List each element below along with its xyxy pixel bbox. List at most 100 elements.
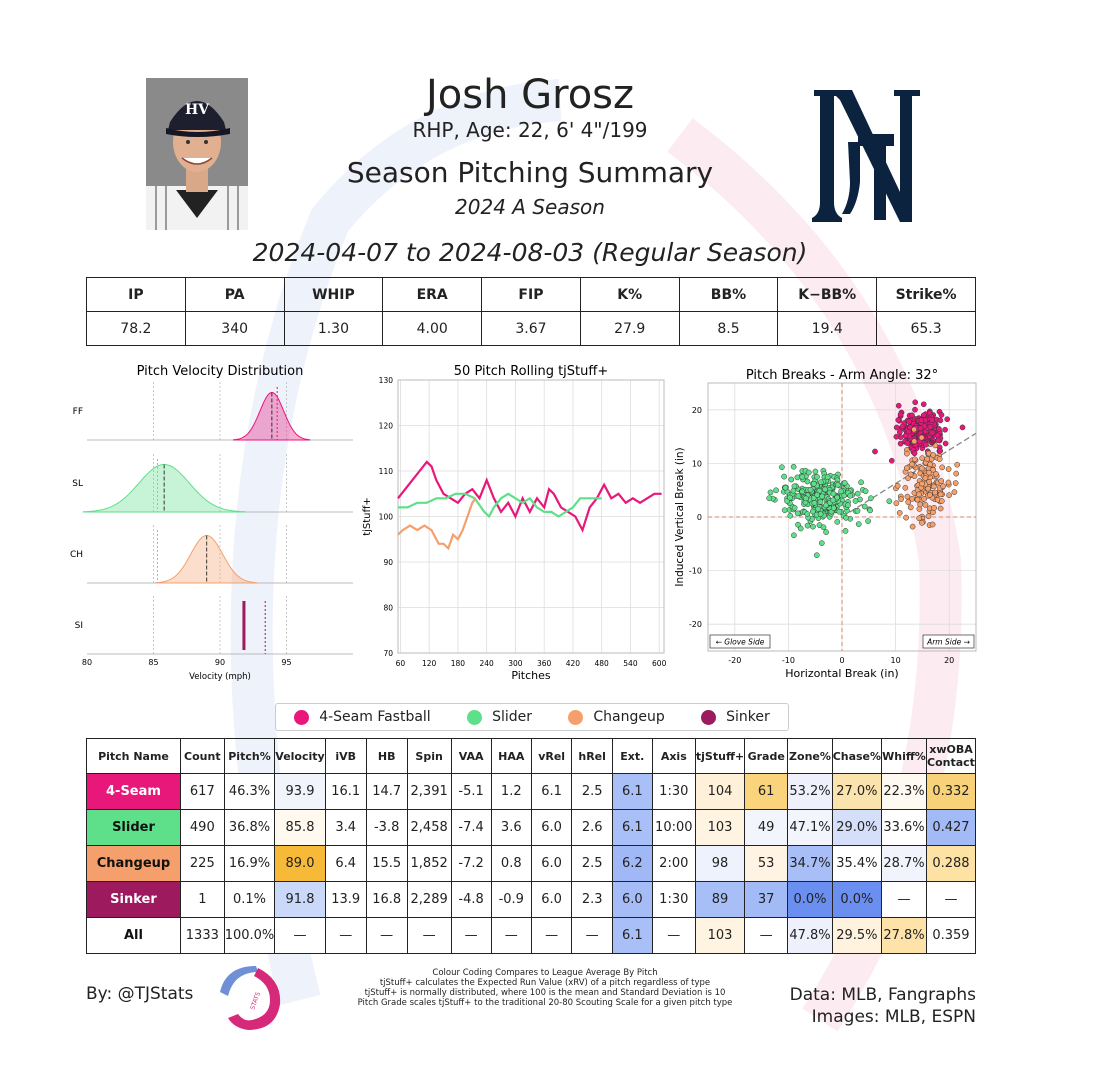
break-xtick-label: -20 <box>728 656 741 665</box>
break-point <box>813 552 820 559</box>
break-ytick-label: 20 <box>692 406 702 415</box>
break-point <box>787 494 794 501</box>
pitch-metric-cell: 103 <box>694 809 746 846</box>
date-range: 2024-04-07 to 2024-08-03 (Regular Season… <box>252 238 808 267</box>
break-point <box>925 513 932 520</box>
break-point <box>918 465 925 472</box>
break-point <box>893 424 900 431</box>
pitch-table-header: Pitch% <box>223 738 276 774</box>
roll-chart-title: 50 Pitch Rolling tjStuff+ <box>454 364 608 379</box>
pitch-table-header: Grade <box>744 738 789 774</box>
footer-note: tjStuff+ calculates the Expected Run Val… <box>379 978 711 988</box>
pitch-metric-cell: 103 <box>694 917 746 954</box>
tjstats-logo: STATS <box>216 966 281 1030</box>
pitch-metric-cell: 104 <box>694 773 746 810</box>
break-point <box>911 456 918 463</box>
break-point <box>902 432 909 439</box>
pitch-metric-cell: 34.7% <box>787 845 833 882</box>
pitch-metric-cell: -4.8 <box>450 881 492 918</box>
pitch-metric-cell: 16.9% <box>223 845 276 882</box>
legend-marker <box>294 709 310 725</box>
team-logo <box>812 90 920 222</box>
break-point <box>790 487 797 494</box>
velo-row-FF: FF <box>73 382 353 441</box>
break-point <box>925 485 931 492</box>
velo-row-label: FF <box>73 407 83 417</box>
pitch-metric-cell: — <box>744 917 789 954</box>
pitch-metric-cell: 13.9 <box>324 881 367 918</box>
pitch-metric-cell: 0.359 <box>925 917 977 954</box>
break-point <box>953 470 960 477</box>
stats-header: ERA <box>382 277 483 312</box>
pitch-metric-cell: 617 <box>179 773 225 810</box>
break-point <box>935 437 942 444</box>
break-point <box>868 495 874 502</box>
roll-ylabel: tjStuff+ <box>362 497 373 536</box>
break-point <box>899 423 906 430</box>
break-point <box>841 480 848 486</box>
break-point <box>852 498 859 504</box>
roll-xtick-label: 480 <box>595 659 610 668</box>
roll-ytick-label: 120 <box>379 422 394 431</box>
pitch-metric-cell: 61 <box>744 773 789 810</box>
break-point <box>936 456 943 462</box>
pitch-metric-cell: — <box>450 917 492 954</box>
break-point <box>945 479 952 486</box>
break-point <box>810 523 816 530</box>
roll-ytick-label: 70 <box>383 649 393 658</box>
break-point <box>907 471 914 478</box>
break-point <box>781 473 787 480</box>
break-point <box>858 479 864 486</box>
break-point <box>893 500 900 507</box>
break-point <box>942 426 948 433</box>
break-ytick-label: 0 <box>697 513 702 522</box>
legend-label: 4-Seam Fastball <box>319 709 431 725</box>
pitch-metric-cell: 3.4 <box>324 809 367 846</box>
pitch-metric-cell: — <box>925 881 977 918</box>
velo-density-FF <box>233 391 311 441</box>
legend-label: Changeup <box>593 709 665 725</box>
stats-header: PA <box>184 277 285 312</box>
break-point <box>923 441 929 448</box>
pitch-metric-cell: 2,458 <box>406 809 452 846</box>
pitch-table-header: HAA <box>490 738 532 774</box>
pitch-table-header: hRel <box>571 738 613 774</box>
legend-marker <box>568 709 584 725</box>
break-point <box>822 486 828 493</box>
pitch-name-cell: All <box>86 917 181 954</box>
break-point <box>929 417 935 423</box>
pitch-metric-cell: 2:00 <box>651 845 696 882</box>
break-point <box>914 496 921 503</box>
break-point <box>823 529 829 535</box>
stats-value: 8.5 <box>678 311 779 346</box>
pitch-metric-cell: 0.0% <box>787 881 833 918</box>
pitch-row-SL: Slider 490 36.8% 85.8 3.4 -3.8 2,458 -7.4 3.6 6.0… <box>86 809 977 846</box>
velo-chart-title: Pitch Velocity Distribution <box>137 364 304 379</box>
break-point <box>938 478 945 484</box>
byline: By: @TJStats <box>86 984 194 1004</box>
pitch-metric-cell: 98 <box>694 845 746 882</box>
legend-item-CH: Changeup <box>568 709 665 725</box>
break-point <box>766 495 773 502</box>
stats-header: IP <box>86 277 186 312</box>
roll-series-FF <box>397 460 662 533</box>
break-point <box>781 507 788 514</box>
pitch-metric-cell: 2,391 <box>406 773 452 810</box>
player-bio: RHP, Age: 22, 6' 4"/199 <box>412 118 648 142</box>
pitch-metric-cell: — <box>324 917 367 954</box>
velo-row-label: CH <box>70 550 83 560</box>
break-point <box>937 505 944 512</box>
pitch-metric-cell: 100.0% <box>223 917 276 954</box>
break-point <box>896 429 903 435</box>
break-point <box>919 519 925 526</box>
break-point <box>912 406 918 413</box>
pitch-metric-cell: — <box>651 917 696 954</box>
pitch-metric-cell: 89.0 <box>274 845 326 882</box>
data-source: Data: MLB, Fangraphs <box>789 985 976 1005</box>
break-points-FF <box>872 399 966 464</box>
break-point <box>911 438 918 445</box>
break-point <box>795 521 801 528</box>
pitch-name-cell: 4-Seam <box>86 773 181 810</box>
break-point <box>820 524 827 531</box>
stats-header-row: IP PA WHIP ERA FIP K% BB% K−BB% Strike% <box>86 277 976 312</box>
